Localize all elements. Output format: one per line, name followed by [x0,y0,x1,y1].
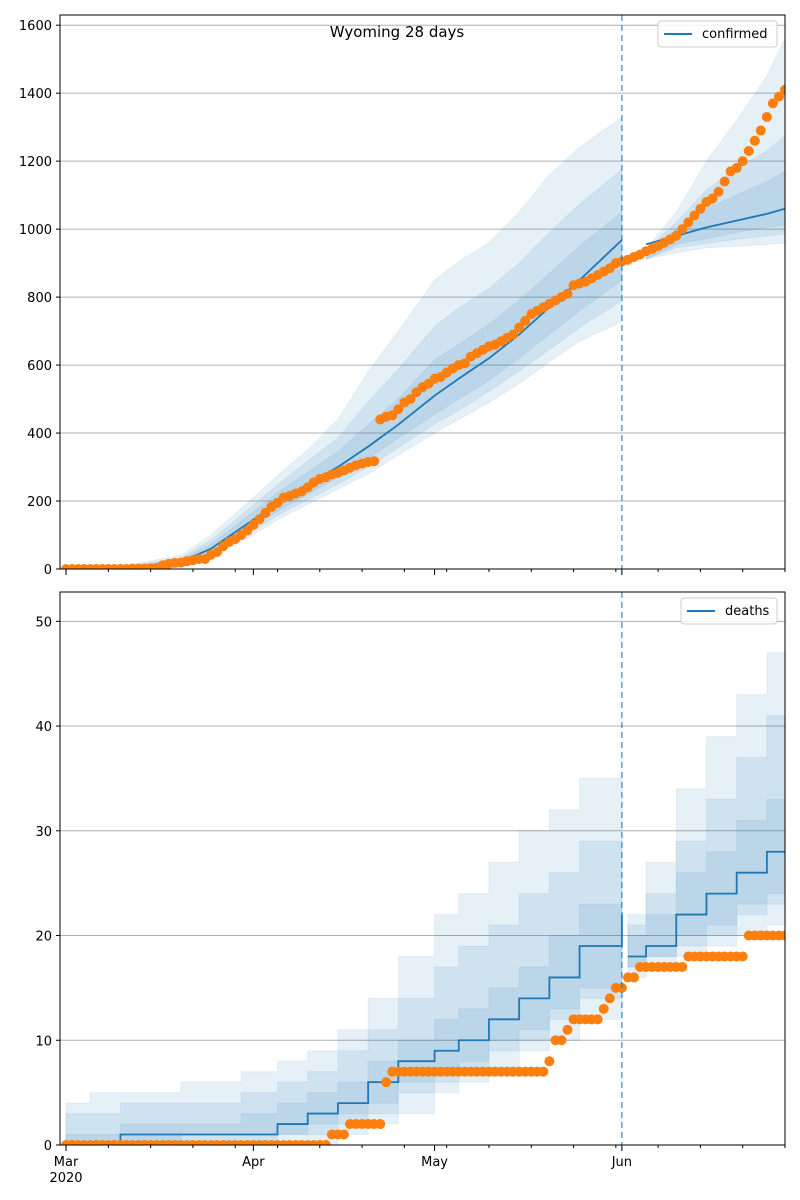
confirmed-observed-point [743,145,754,156]
confirmed-observed-point [737,156,748,167]
confirmed-observed-point [689,210,700,221]
confirmed-observed-point [254,514,265,525]
confirmed-band-0-seg-1 [645,36,785,260]
deaths-band-2-seg-0 [65,872,623,1145]
confirmed-observed-point [677,224,688,235]
deaths-xtick-label: May [421,1155,448,1170]
confirmed-observed-point [405,394,416,405]
confirmed-model-line-0 [66,239,623,569]
deaths-xtick-label: Jun [611,1155,632,1170]
confirmed-ytick-label: 0 [44,563,52,578]
confirmed-legend-box [657,20,778,48]
confirmed-observed-point [683,217,694,228]
deaths-ytick-label: 50 [35,615,52,630]
deaths-legend-label: deaths [725,604,770,619]
confirmed-observed-point [459,358,470,369]
confirmed-ytick-label: 600 [27,359,52,374]
confirmed-observed-point [671,230,682,241]
confirmed-observed-point [562,288,573,299]
confirmed-legend: confirmed [657,20,778,48]
confirmed-ytick-label: 200 [27,495,52,510]
deaths-ytick-label: 30 [35,825,52,840]
deaths-observed-point [375,1119,386,1130]
deaths-ytick-label: 10 [35,1034,52,1049]
confirmed-ytick-label: 1200 [19,155,52,170]
deaths-observed-point [544,1056,555,1067]
deaths-observed-point [592,1014,603,1025]
deaths-observed-point [780,930,785,941]
deaths-xtick-year-label: 2020 [49,1171,82,1186]
deaths-observed-point [320,1140,331,1145]
deaths-band-2-seg-1 [627,798,785,968]
confirmed-plot-area [61,36,785,569]
chart-title: Wyoming 28 days [330,23,465,41]
confirmed-band-0-seg-0 [65,115,623,569]
confirmed-ytick-label: 1400 [19,87,52,102]
deaths-observed-point [338,1129,349,1140]
deaths-observed-point [604,993,615,1004]
deaths-plot-area [61,652,785,1145]
deaths-observed-point [737,951,748,962]
confirmed-ytick-label: 800 [27,291,52,306]
deaths-observed-point [381,1077,392,1088]
confirmed-frame [59,14,786,570]
confirmed-observed-point [520,315,531,326]
confirmed-panel: 0 200 400 600 800 1000 1200 1400 1600 [19,14,786,578]
deaths-ytick-label: 0 [44,1139,52,1154]
deaths-ytick-label: 20 [35,930,52,945]
deaths-ytick-label: 40 [35,720,52,735]
confirmed-observed-point [387,410,398,421]
confirmed-observed-point [260,507,271,518]
deaths-observed-point [598,1003,609,1014]
deaths-model-line-0 [66,914,623,1145]
confirmed-observed-point [393,404,404,415]
confirmed-observed-point [773,91,784,102]
deaths-observed-point [628,972,639,983]
deaths-frame [59,591,786,1146]
confirmed-ytick-label: 400 [27,427,52,442]
confirmed-observed-point [713,186,724,197]
confirmed-observed-point [761,111,772,122]
confirmed-observed-point [780,84,785,95]
deaths-observed-point [538,1066,549,1077]
confirmed-observed-point [695,203,706,214]
confirmed-observed-point [514,322,525,333]
deaths-band-1-seg-1 [627,715,785,968]
confirmed-observed-point [755,125,766,136]
confirmed-observed-point [369,456,380,467]
confirmed-observed-point [707,193,718,204]
confirmed-observed-point [731,162,742,173]
confirmed-observed-point [719,176,730,187]
deaths-legend: deaths [680,597,778,625]
confirmed-legend-label: confirmed [702,27,768,42]
deaths-observed-point [677,961,688,972]
confirmed-ytick-label: 1000 [19,223,52,238]
deaths-observed-point [556,1035,567,1046]
confirmed-observed-point [508,329,519,340]
deaths-observed-point [562,1024,573,1035]
confirmed-observed-point [749,135,760,146]
deaths-xtick-label: Mar [54,1155,79,1170]
deaths-legend-box [680,597,778,625]
deaths-xtick-label: Apr [242,1155,265,1170]
confirmed-observed-point [767,98,778,109]
deaths-model-line-1 [627,850,785,958]
confirmed-ytick-label: 1600 [19,19,52,34]
